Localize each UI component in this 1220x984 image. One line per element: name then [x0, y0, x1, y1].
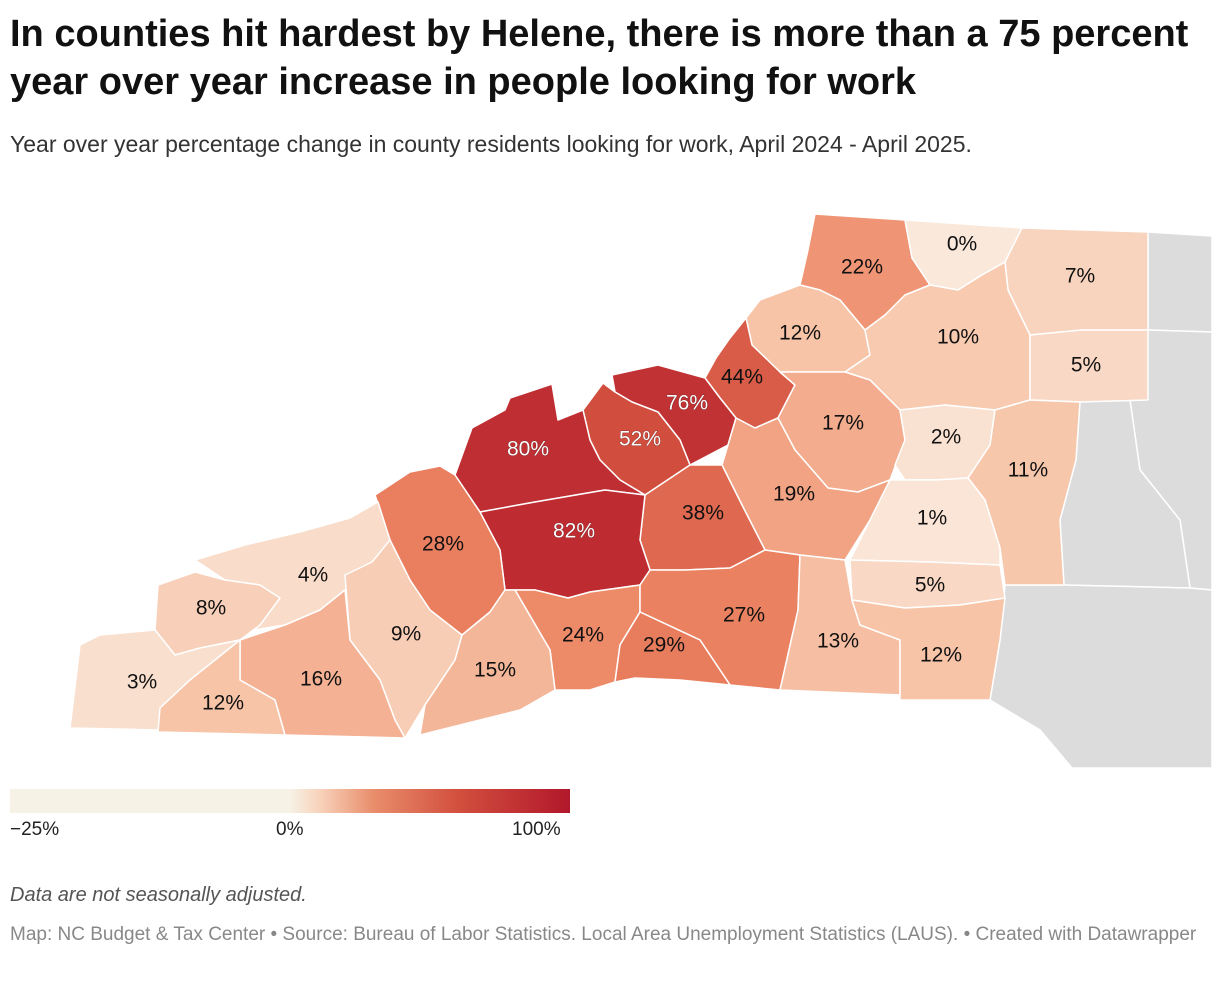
county-value-label: 4%: [298, 564, 328, 587]
neighbor-county: [1147, 231, 1213, 333]
county-value-label: 38%: [682, 502, 724, 525]
county-shape[interactable]: [849, 477, 1001, 566]
county-value-label: 29%: [643, 634, 685, 657]
county-value-label: 22%: [841, 256, 883, 279]
county-value-label: 28%: [422, 533, 464, 556]
county-value-label: 8%: [196, 597, 226, 620]
neighbor-county: [989, 584, 1213, 769]
county-value-label: 52%: [619, 428, 661, 451]
county-value-label: 0%: [947, 233, 977, 256]
county-value-label: 1%: [917, 507, 947, 530]
county-value-label: 24%: [562, 624, 604, 647]
county-shape[interactable]: [851, 597, 1006, 701]
county-value-label: 12%: [920, 644, 962, 667]
county-value-label: 5%: [1071, 354, 1101, 377]
county-value-label: 10%: [937, 326, 979, 349]
county-value-label: 82%: [553, 520, 595, 543]
legend-min-label: −25%: [10, 819, 60, 840]
county-value-label: 76%: [666, 392, 708, 415]
county-shape[interactable]: [614, 611, 731, 686]
county-shape[interactable]: [967, 399, 1081, 586]
county-value-label: 13%: [817, 630, 859, 653]
color-scale-legend: [10, 789, 570, 813]
county-labels: 22% 0% 7% 12% 10% 5% 44% 76% 52% 80% 17%…: [127, 233, 1101, 715]
legend-max-label: 100%: [512, 819, 561, 840]
county-shape[interactable]: [419, 589, 556, 736]
county-value-label: 17%: [822, 412, 864, 435]
footnote: Data are not seasonally adjusted.: [10, 884, 307, 906]
legend-mid-label: 0%: [276, 819, 304, 840]
county-value-label: 16%: [300, 668, 342, 691]
county-value-label: 11%: [1008, 459, 1048, 482]
map-subtitle: Year over year percentage change in coun…: [10, 131, 972, 157]
county-value-label: 2%: [931, 426, 961, 449]
county-value-label: 15%: [474, 659, 516, 682]
county-value-label: 3%: [127, 671, 157, 694]
county-value-label: 12%: [779, 322, 821, 345]
county-value-label: 5%: [915, 574, 945, 597]
county-value-label: 19%: [773, 483, 815, 506]
county-value-label: 9%: [391, 623, 421, 646]
county-value-label: 12%: [202, 692, 244, 715]
county-value-label: 44%: [721, 366, 763, 389]
county-value-label: 7%: [1065, 265, 1095, 288]
county-shapes: [69, 213, 1149, 739]
county-shape[interactable]: [157, 639, 286, 736]
choropleth-map: 22% 0% 7% 12% 10% 5% 44% 76% 52% 80% 17%…: [69, 213, 1213, 769]
county-value-label: 27%: [723, 604, 765, 627]
source-credit: Map: NC Budget & Tax Center • Source: Bu…: [10, 924, 1197, 945]
map-title: In counties hit hardest by Helene, there…: [10, 13, 1189, 103]
county-value-label: 80%: [507, 438, 549, 461]
